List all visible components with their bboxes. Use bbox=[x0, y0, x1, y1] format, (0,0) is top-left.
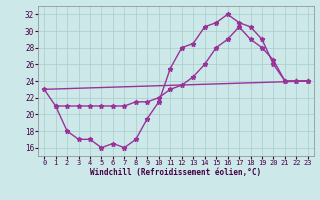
X-axis label: Windchill (Refroidissement éolien,°C): Windchill (Refroidissement éolien,°C) bbox=[91, 168, 261, 177]
